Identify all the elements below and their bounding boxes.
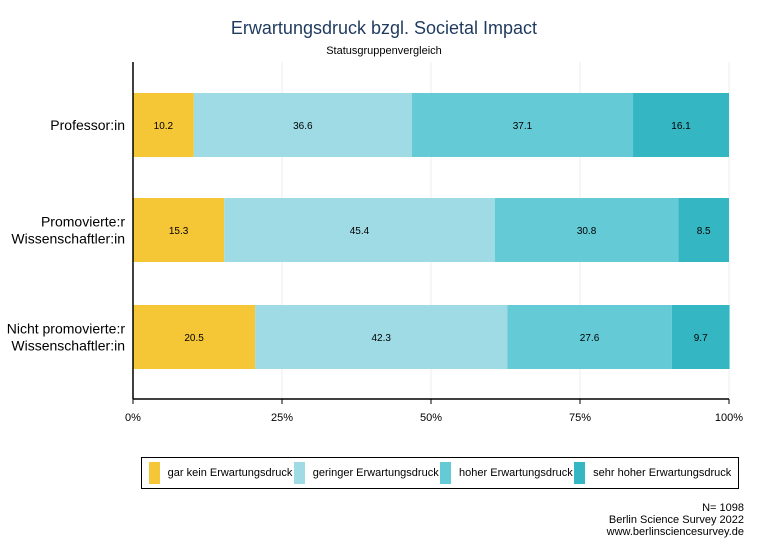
bar-segment: [133, 305, 256, 369]
data-label: 16.1: [671, 121, 691, 132]
legend-item: sehr hoher Erwartungsdruck: [574, 462, 731, 484]
bar-segment: [671, 305, 730, 369]
bar-segment: [133, 93, 194, 157]
bar-segment: [507, 305, 672, 369]
data-label: 42.3: [371, 333, 391, 344]
bar-segment: [411, 93, 634, 157]
data-label: 30.8: [577, 226, 597, 237]
footer: N= 1098 Berlin Science Survey 2022 www.b…: [607, 502, 744, 538]
data-label: 9.7: [694, 333, 708, 344]
bar-segment: [224, 198, 495, 262]
data-label: 36.6: [293, 121, 313, 132]
legend-label: geringer Erwartungsdruck: [312, 467, 439, 479]
bar-segment: [193, 93, 412, 157]
bar-segment: [133, 198, 225, 262]
data-label: 15.3: [169, 226, 189, 237]
sample-size: N= 1098: [702, 502, 744, 514]
x-tick-label: 0%: [125, 412, 141, 424]
category-label: Wissenschaftler:in: [11, 338, 125, 354]
chart-subtitle: Statusgruppenvergleich: [326, 45, 442, 57]
category-label: Nicht promovierte:r: [7, 321, 126, 337]
bar-segment: [255, 305, 508, 369]
legend-swatch: [293, 462, 305, 484]
chart-title: Erwartungsdruck bzgl. Societal Impact: [230, 18, 538, 38]
stacked-bar-chart: 10.2 36.6 37.1 16.1 Professor:in 15.3 45.4 30.8…: [7, 62, 743, 424]
bar-segment: [494, 198, 679, 262]
data-label: 8.5: [697, 226, 711, 237]
category-label: Promovierte:r: [41, 214, 125, 230]
legend-swatch: [440, 462, 452, 484]
category-label: Professor:in: [50, 117, 125, 133]
x-tick-label: 75%: [569, 412, 591, 424]
data-label: 45.4: [350, 226, 370, 237]
data-label: 20.5: [184, 333, 204, 344]
legend-label: gar kein Erwartungsdruck: [167, 467, 293, 479]
bar-segment: [678, 198, 729, 262]
legend-item: hoher Erwartungsdruck: [440, 462, 573, 484]
legend-swatch: [574, 462, 586, 484]
x-tick-label: 100%: [715, 412, 743, 424]
x-tick-label: 50%: [420, 412, 442, 424]
data-label: 10.2: [154, 121, 174, 132]
category-label: Wissenschaftler:in: [11, 231, 125, 247]
data-label: 27.6: [580, 333, 600, 344]
bar-segment: [633, 93, 729, 157]
data-label: 37.1: [513, 121, 533, 132]
legend: gar kein Erwartungsdruck geringer Erwart…: [141, 457, 739, 489]
source-label: Berlin Science Survey 2022: [608, 514, 744, 526]
legend-item: gar kein Erwartungsdruck: [148, 462, 293, 484]
x-tick-label: 25%: [271, 412, 293, 424]
legend-label: hoher Erwartungsdruck: [459, 467, 573, 479]
legend-label: sehr hoher Erwartungsdruck: [593, 467, 732, 479]
source-url: www.berlinsciencesurvey.de: [606, 526, 744, 538]
legend-item: geringer Erwartungsdruck: [293, 462, 439, 484]
legend-swatch: [148, 462, 160, 484]
